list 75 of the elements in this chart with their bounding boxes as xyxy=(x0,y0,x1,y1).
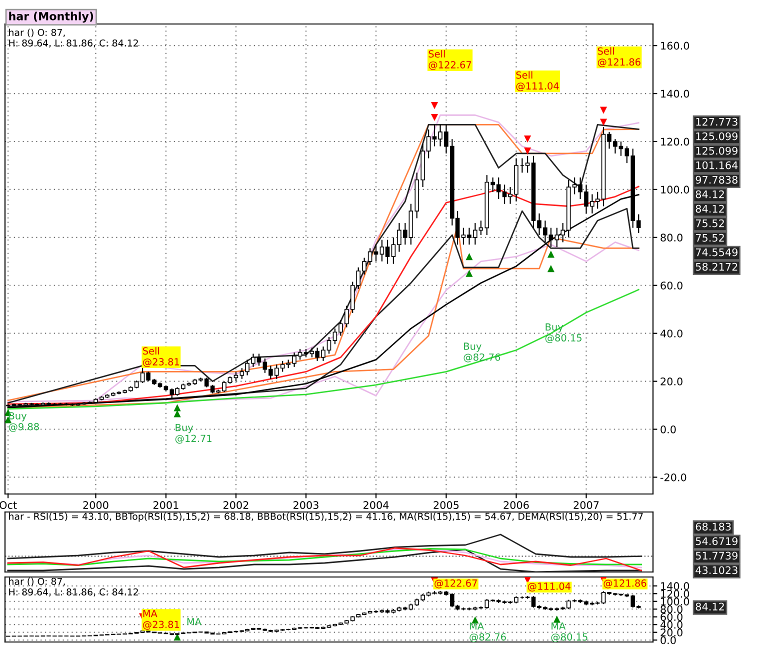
point xyxy=(600,118,608,126)
annotation: Sell @121.86 xyxy=(598,47,640,68)
y-tick-label: 120.0 xyxy=(661,138,690,146)
text: har () O: 87, H: 89.64, L: 81.86, C: 84.12 xyxy=(9,28,138,48)
chart-title: har - RSI(15) = 43.10, BBTop(RSI(15),15,2) = 68.18, BBBot(RSI(15),15,2) = 41.16, MA(RSI(15),15) = 54.67, DEMA(RSI(15),20) = 51.77 xyxy=(9,512,643,522)
text: 54.6719 xyxy=(696,537,738,546)
point xyxy=(524,136,532,143)
y-tick-label: -20.0 xyxy=(660,473,686,482)
point xyxy=(600,106,608,114)
point xyxy=(524,148,532,155)
text: 125.099 xyxy=(696,132,738,140)
x-tick-label: 2000 xyxy=(83,501,108,510)
point xyxy=(174,410,181,418)
annotation: @121.86 xyxy=(604,579,646,588)
point xyxy=(466,270,473,277)
text: 97.7838 xyxy=(696,176,738,184)
y-tick-label: 40.0 xyxy=(660,330,682,338)
text: 84.12 xyxy=(696,204,724,213)
point xyxy=(466,253,473,260)
annotation: MA @23.81 xyxy=(143,610,180,630)
text: 84.12 xyxy=(696,190,724,198)
y-tick-label: 100.0 xyxy=(661,186,690,194)
y-tick-label: 80.0 xyxy=(660,234,682,242)
point xyxy=(430,114,438,122)
y-tick-label: 20.0 xyxy=(660,628,682,636)
annotation: MA xyxy=(187,618,202,626)
text: 51.7739 xyxy=(696,552,738,560)
chart-subtitle: har (Monthly) xyxy=(9,12,94,23)
text: 75.52 xyxy=(696,219,724,228)
x-tick-label: 2001 xyxy=(153,501,178,510)
annotation: @111.04 xyxy=(528,582,570,592)
x-tick-label: 2005 xyxy=(434,501,459,510)
y-tick-label: 60.0 xyxy=(660,282,682,290)
annotation: Sell @111.04 xyxy=(516,71,559,92)
y-tick-label: 80.0 xyxy=(660,605,682,614)
text: 58.2172 xyxy=(696,262,738,271)
x-tick-label: 2007 xyxy=(574,501,599,510)
x-tick-label: Oct xyxy=(0,501,17,510)
point xyxy=(547,265,554,272)
y-tick-label: 20.0 xyxy=(660,378,682,386)
x-tick-label: 2002 xyxy=(223,501,248,510)
text: 74.5549 xyxy=(696,248,738,256)
annotation: @122.67 xyxy=(434,579,477,588)
annotation: Sell @122.67 xyxy=(428,50,472,70)
candlestick xyxy=(234,371,238,382)
y-tick-label: 160.0 xyxy=(661,42,690,50)
y-tick-label: 140.0 xyxy=(661,90,690,98)
text: 101.164 xyxy=(696,161,738,170)
x-tick-label: 2003 xyxy=(293,501,318,510)
y-tick-label: 40.0 xyxy=(660,620,682,629)
text: 43.1023 xyxy=(696,566,738,574)
x-tick-label: 2006 xyxy=(504,501,529,510)
point xyxy=(430,102,438,110)
text: har () O: 87, H: 89.64, L: 81.86, C: 84.12 xyxy=(9,578,138,596)
annotation: Buy @12.71 xyxy=(175,424,212,444)
text: 127.773 xyxy=(696,118,738,126)
text: 75.52 xyxy=(696,234,724,242)
text: 84.12 xyxy=(696,602,724,611)
text: 68.183 xyxy=(696,522,731,531)
y-tick-label: 0.0 xyxy=(660,636,676,644)
y-tick-label: 120.0 xyxy=(661,590,690,598)
annotation: MA @82.76 xyxy=(470,622,506,642)
candlestick xyxy=(374,244,378,262)
y-tick-label: 60.0 xyxy=(660,613,682,621)
point xyxy=(553,616,560,623)
y-tick-label: 140.0 xyxy=(661,582,690,590)
x-tick-label: 2004 xyxy=(364,501,389,510)
text: 125.099 xyxy=(696,146,738,155)
point xyxy=(547,250,554,258)
y-tick-label: 100.0 xyxy=(661,598,690,606)
y-tick-label: 0.0 xyxy=(660,425,676,434)
annotation: Sell @23.81 xyxy=(143,347,180,368)
annotation: Buy @9.88 xyxy=(8,412,39,432)
point xyxy=(174,404,181,412)
annotation: MA @80.15 xyxy=(551,622,588,642)
